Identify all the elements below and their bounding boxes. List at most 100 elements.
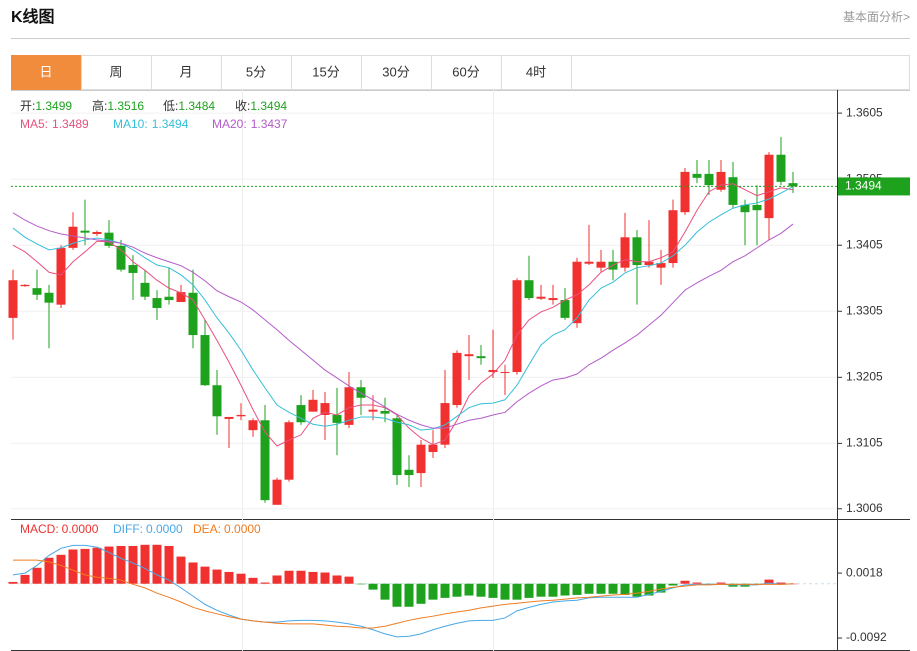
ohlc-label: 低: xyxy=(163,99,178,113)
candle-body xyxy=(632,237,642,266)
macd-bar xyxy=(620,583,630,595)
tab-label[interactable]: 日 xyxy=(39,64,52,79)
ohlc-value: 1.3516 xyxy=(107,99,144,113)
macd-bar xyxy=(332,575,342,584)
candle-body xyxy=(464,354,474,357)
ma-legend-value: 1.3494 xyxy=(152,117,189,131)
y-tick-label: 1.3605 xyxy=(846,105,883,119)
y-tick-label: 1.3006 xyxy=(846,501,883,515)
y-tick-label: 1.3305 xyxy=(846,303,883,317)
candle-body xyxy=(236,414,246,417)
macd-bar xyxy=(668,583,678,586)
macd-bar xyxy=(80,548,90,584)
fundamental-link[interactable]: 基本面分析> xyxy=(843,10,910,24)
tab[interactable] xyxy=(11,55,82,90)
ohlc-value: 1.3499 xyxy=(35,99,72,113)
tab-label[interactable]: 月 xyxy=(179,64,192,79)
macd-bar xyxy=(596,583,606,594)
candle-body xyxy=(20,284,30,287)
last-price-label: 1.3494 xyxy=(845,179,882,193)
ma-legend-name: MA5: xyxy=(20,117,48,131)
candle-body xyxy=(308,399,318,412)
candle-body xyxy=(140,282,150,297)
macd-bar xyxy=(560,583,570,596)
macd-bar xyxy=(248,577,258,584)
macd-legend-value: 0.0000 xyxy=(224,522,261,536)
macd-legend-value: 0.0000 xyxy=(146,522,183,536)
tab-label[interactable]: 15分 xyxy=(312,64,339,79)
candle-body xyxy=(500,372,510,374)
macd-bar xyxy=(416,583,426,604)
ma-readout: MA20: 1.3437 xyxy=(212,117,288,131)
candle-body xyxy=(536,296,546,299)
candle-body xyxy=(656,263,666,268)
candle-body xyxy=(260,420,270,501)
macd-legend-value: 0.0000 xyxy=(62,522,99,536)
tab-label[interactable]: 周 xyxy=(109,64,122,79)
macd-bar xyxy=(404,583,414,607)
candle-body xyxy=(200,335,210,386)
macd-bar xyxy=(656,583,666,593)
macd-bar xyxy=(524,583,534,598)
macd-readout: DIFF: 0.0000 xyxy=(113,522,183,536)
tab-label[interactable]: 4时 xyxy=(526,64,546,79)
macd-bar xyxy=(224,571,234,584)
candle-body xyxy=(32,288,42,295)
candle-body xyxy=(560,300,570,318)
candle-body xyxy=(164,296,174,301)
ma-line xyxy=(12,185,794,431)
tab[interactable] xyxy=(221,55,292,90)
macd-legend-name: MACD: xyxy=(20,522,59,536)
candle-body xyxy=(692,173,702,178)
tab[interactable] xyxy=(81,55,152,90)
macd-bar xyxy=(68,549,78,584)
macd-bar xyxy=(164,545,174,584)
ma-legend-value: 1.3489 xyxy=(52,117,89,131)
candle-body xyxy=(44,292,54,303)
ohlc-readout: 开:1.3499 xyxy=(20,99,72,113)
ohlc-label: 开: xyxy=(20,99,35,113)
candle-body xyxy=(56,247,66,305)
tab-label[interactable]: 30分 xyxy=(382,64,409,79)
candle-body xyxy=(248,420,258,431)
tab[interactable] xyxy=(501,55,572,90)
macd-bar xyxy=(536,583,546,597)
macd-bar xyxy=(356,583,366,585)
candle-body xyxy=(176,292,186,303)
ma-line xyxy=(12,212,794,429)
macd-bar xyxy=(512,583,522,600)
candle-body xyxy=(776,154,786,182)
macd-bar xyxy=(8,581,18,584)
macd-bar xyxy=(116,545,126,584)
candle-body xyxy=(620,237,630,268)
candle-body xyxy=(488,370,498,373)
macd-bar xyxy=(476,583,486,597)
candle-body xyxy=(368,409,378,412)
macd-bar xyxy=(308,571,318,584)
tab[interactable] xyxy=(151,55,222,90)
candle-body xyxy=(296,405,306,423)
ohlc-readout: 低:1.3484 xyxy=(163,99,215,113)
ohlc-label: 高: xyxy=(92,98,107,113)
tab-label[interactable]: 60分 xyxy=(452,64,479,79)
macd-bar xyxy=(44,557,54,584)
macd-bar xyxy=(680,580,690,584)
candle-body xyxy=(716,171,726,190)
y-tick-label: 1.3205 xyxy=(846,369,883,383)
macd-readout: DEA: 0.0000 xyxy=(193,522,261,536)
candle-body xyxy=(668,210,678,264)
macd-bar xyxy=(488,583,498,598)
macd-bar xyxy=(260,582,270,584)
tab[interactable] xyxy=(291,55,362,90)
candle-body xyxy=(680,171,690,213)
candle-body xyxy=(644,261,654,266)
macd-bar xyxy=(764,579,774,584)
macd-bar xyxy=(344,576,354,584)
macd-bar xyxy=(188,562,198,584)
macd-line xyxy=(13,559,794,629)
tab-label[interactable]: 5分 xyxy=(246,64,266,79)
macd-legend-name: DEA: xyxy=(193,522,221,536)
ma-readout: MA5: 1.3489 xyxy=(20,117,89,131)
candle-body xyxy=(380,411,390,414)
